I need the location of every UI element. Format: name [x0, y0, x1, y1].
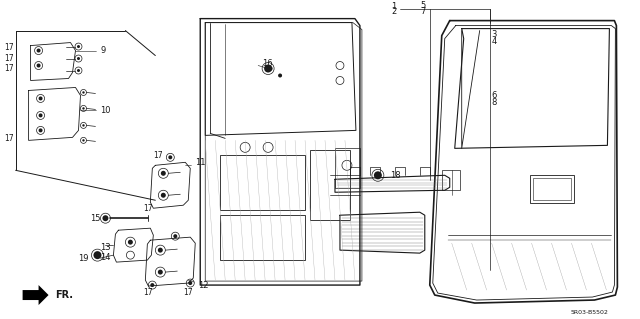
- Bar: [532, 178, 572, 200]
- Circle shape: [77, 57, 80, 60]
- Text: 18: 18: [390, 171, 401, 180]
- Text: 9: 9: [100, 46, 106, 55]
- Text: 2: 2: [392, 7, 397, 16]
- Circle shape: [36, 63, 40, 68]
- Circle shape: [268, 66, 273, 71]
- Bar: [529, 175, 575, 203]
- Circle shape: [161, 193, 166, 198]
- Text: 10: 10: [100, 106, 111, 115]
- Circle shape: [38, 114, 43, 117]
- Text: 17: 17: [4, 54, 13, 63]
- Circle shape: [102, 215, 108, 221]
- Bar: [220, 155, 305, 210]
- Circle shape: [83, 124, 84, 127]
- Text: 12: 12: [198, 281, 209, 290]
- Text: 1: 1: [392, 2, 397, 11]
- Text: FR.: FR.: [56, 290, 74, 300]
- Text: 7: 7: [420, 7, 426, 16]
- Circle shape: [93, 251, 102, 259]
- Circle shape: [264, 64, 272, 72]
- Text: 17: 17: [154, 151, 163, 160]
- Bar: [220, 215, 305, 260]
- Circle shape: [83, 107, 84, 110]
- Text: 13: 13: [100, 243, 111, 252]
- Circle shape: [38, 96, 43, 100]
- Circle shape: [83, 91, 84, 94]
- Text: 5: 5: [420, 1, 426, 10]
- Text: 17: 17: [184, 287, 193, 297]
- Circle shape: [188, 281, 192, 285]
- Text: 4: 4: [492, 37, 497, 46]
- Circle shape: [77, 45, 80, 48]
- Text: 17: 17: [143, 287, 153, 297]
- Circle shape: [278, 73, 282, 78]
- Polygon shape: [22, 285, 49, 305]
- Text: 17: 17: [143, 204, 153, 213]
- Text: 17: 17: [4, 43, 13, 52]
- Circle shape: [150, 283, 154, 287]
- Circle shape: [173, 234, 177, 238]
- Text: 3: 3: [492, 30, 497, 39]
- Bar: [335, 148, 360, 188]
- Text: 8: 8: [492, 98, 497, 107]
- Text: 6: 6: [492, 91, 497, 100]
- Circle shape: [38, 128, 43, 132]
- Circle shape: [374, 171, 382, 179]
- Text: 19: 19: [78, 254, 88, 263]
- Text: 17: 17: [4, 134, 13, 143]
- Circle shape: [128, 240, 133, 245]
- Text: 15: 15: [90, 214, 100, 223]
- Bar: [310, 150, 350, 220]
- Text: 16: 16: [262, 59, 273, 68]
- Text: 17: 17: [4, 64, 13, 73]
- Text: 5R03-B5502: 5R03-B5502: [570, 309, 609, 315]
- Circle shape: [168, 155, 172, 159]
- Circle shape: [77, 69, 80, 72]
- Text: 11: 11: [195, 158, 205, 167]
- Bar: [442, 170, 460, 190]
- Text: 14: 14: [100, 253, 111, 262]
- Circle shape: [158, 270, 163, 275]
- Circle shape: [158, 248, 163, 253]
- Circle shape: [36, 48, 40, 53]
- Circle shape: [161, 171, 166, 176]
- Circle shape: [83, 139, 84, 142]
